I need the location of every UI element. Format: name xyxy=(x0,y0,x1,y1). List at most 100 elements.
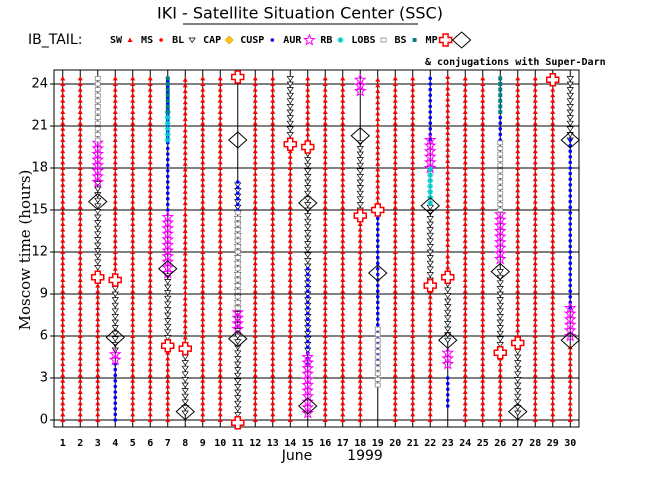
symbol xyxy=(182,278,188,284)
symbol xyxy=(357,266,363,271)
symbol xyxy=(234,232,241,238)
symbol xyxy=(496,319,504,326)
symbol xyxy=(515,271,521,277)
symbol xyxy=(305,306,310,310)
symbol xyxy=(200,131,206,137)
symbol xyxy=(426,249,434,256)
symbol xyxy=(427,344,433,350)
symbol xyxy=(95,322,101,327)
symbol xyxy=(113,384,118,389)
symbol xyxy=(532,361,538,366)
symbol xyxy=(427,305,433,310)
symbol xyxy=(375,144,381,149)
symbol xyxy=(322,266,328,271)
symbol xyxy=(371,203,385,217)
symbol xyxy=(182,161,188,166)
symbol xyxy=(130,232,136,238)
symbol xyxy=(375,283,380,288)
symbol xyxy=(130,92,136,98)
symbol xyxy=(130,187,136,193)
symbol xyxy=(234,389,242,396)
symbol xyxy=(147,311,153,316)
y-tick-label: 9 xyxy=(40,287,48,302)
symbol xyxy=(182,172,188,177)
symbol xyxy=(357,243,363,249)
symbol xyxy=(514,399,522,405)
symbol xyxy=(497,372,503,378)
symbol xyxy=(532,372,538,378)
symbol xyxy=(231,317,245,330)
symbol xyxy=(287,333,293,338)
symbol xyxy=(164,335,172,341)
symbol xyxy=(514,360,522,366)
symbol xyxy=(181,393,189,400)
symbol xyxy=(112,143,118,148)
symbol xyxy=(357,221,363,226)
symbol xyxy=(77,389,83,394)
symbol xyxy=(532,165,538,170)
symbol xyxy=(200,148,206,154)
symbol xyxy=(182,133,188,138)
symbol xyxy=(178,341,192,356)
symbol xyxy=(357,232,363,238)
boundary-point xyxy=(297,194,318,212)
symbol xyxy=(217,187,223,193)
symbol xyxy=(147,98,153,103)
symbol xyxy=(480,131,486,137)
symbol xyxy=(182,99,188,105)
symbol xyxy=(77,115,83,120)
symbol xyxy=(60,372,66,378)
symbol xyxy=(60,143,66,148)
symbol xyxy=(305,334,310,338)
symbol xyxy=(200,299,206,305)
boundary-point xyxy=(87,192,108,211)
symbol xyxy=(427,333,433,338)
symbol xyxy=(112,182,118,187)
symbol xyxy=(480,255,486,260)
symbol xyxy=(77,227,83,232)
symbol xyxy=(270,193,276,198)
symbol xyxy=(95,383,101,389)
symbol xyxy=(375,261,380,266)
symbol xyxy=(532,232,538,238)
symbol xyxy=(147,120,153,126)
symbol xyxy=(322,126,328,131)
region-segment xyxy=(496,269,504,354)
symbol xyxy=(270,305,276,310)
symbol xyxy=(270,383,276,389)
symbol xyxy=(60,115,66,120)
x-tick-label: 13 xyxy=(267,438,279,449)
symbol xyxy=(480,249,486,254)
symbol xyxy=(270,266,276,271)
symbol xyxy=(181,371,189,377)
symbol xyxy=(182,245,188,250)
symbol xyxy=(270,109,276,114)
boundary-point xyxy=(423,278,437,293)
symbol xyxy=(374,332,381,338)
symbol xyxy=(356,157,364,163)
symbol xyxy=(305,289,310,294)
symbol xyxy=(480,260,486,266)
symbol xyxy=(498,121,503,125)
symbol xyxy=(217,378,223,383)
symbol xyxy=(77,81,83,86)
symbol xyxy=(252,305,258,310)
legend-label: MS xyxy=(141,35,153,46)
symbol xyxy=(532,305,538,310)
symbol xyxy=(95,417,101,422)
symbol xyxy=(60,327,66,333)
symbol xyxy=(462,322,468,327)
symbol xyxy=(532,271,538,277)
legend-symbol xyxy=(188,37,196,44)
symbol xyxy=(357,417,363,422)
symbol xyxy=(515,159,521,165)
symbol xyxy=(286,98,294,104)
symbol xyxy=(427,177,434,184)
symbol xyxy=(480,87,486,92)
symbol xyxy=(350,127,371,145)
region-segment xyxy=(147,75,153,422)
symbol xyxy=(147,327,153,333)
symbol xyxy=(340,221,346,226)
symbol xyxy=(515,92,521,98)
